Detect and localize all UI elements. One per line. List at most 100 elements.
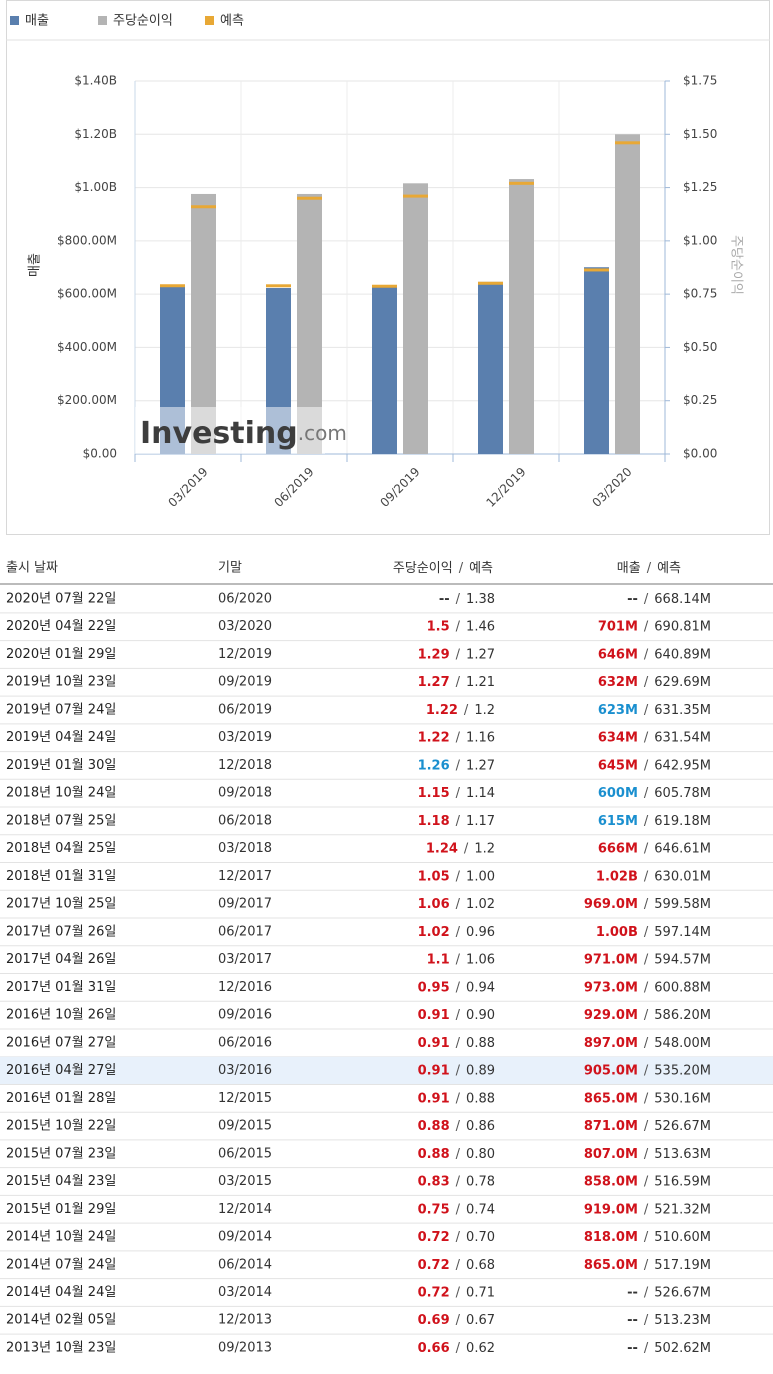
forecast-marker <box>584 268 609 272</box>
eps-cell-forecast: 0.90 <box>466 1008 495 1023</box>
period-cell: 06/2016 <box>218 1035 272 1050</box>
date-cell: 2015년 10월 22일 <box>6 1119 116 1134</box>
header-cell-actual: 주당순이익 <box>393 561 453 576</box>
revenue-cell: 865.0M / 530.16M <box>584 1091 711 1106</box>
revenue-cell-actual: 623M <box>598 702 638 717</box>
period-cell: 03/2016 <box>218 1063 272 1078</box>
revenue-cell-forecast: 597.14M <box>654 924 711 939</box>
eps-cell-forecast: 0.70 <box>466 1230 495 1245</box>
eps-cell-forecast: 0.80 <box>466 1146 495 1161</box>
revenue-cell-actual: 615M <box>598 813 638 828</box>
revenue-cell-forecast: 513.63M <box>654 1146 711 1161</box>
separator: / <box>456 1257 461 1272</box>
separator: / <box>644 1285 649 1300</box>
separator: / <box>644 730 649 745</box>
period-cell: 09/2019 <box>218 675 272 690</box>
period-cell: 12/2015 <box>218 1091 272 1106</box>
revenue-cell-forecast: 510.60M <box>654 1230 711 1245</box>
revenue-cell-actual: 865.0M <box>584 1091 638 1106</box>
separator: / <box>456 1146 461 1161</box>
eps-cell-actual: 0.83 <box>418 1174 450 1189</box>
eps-cell: 1.1 / 1.06 <box>427 952 495 967</box>
y-tick-label: $1.20B <box>74 127 117 141</box>
y-tick-label: $1.00B <box>74 180 117 194</box>
eps-cell: 0.75 / 0.74 <box>418 1202 495 1217</box>
separator: / <box>456 1230 461 1245</box>
y-tick-label: $0.00 <box>83 447 117 461</box>
header-cell: 기말 <box>218 561 242 576</box>
eps-cell: 1.26 / 1.27 <box>418 758 495 773</box>
y-tick-label: $600.00M <box>57 287 117 301</box>
separator: / <box>644 980 649 995</box>
revenue-cell: 897.0M / 548.00M <box>584 1035 711 1050</box>
eps-cell: 0.88 / 0.80 <box>418 1146 495 1161</box>
forecast-marker <box>615 141 640 145</box>
bar <box>615 134 640 455</box>
eps-cell-actual: 1.24 <box>426 841 458 856</box>
separator: / <box>456 758 461 773</box>
separator: / <box>644 924 649 939</box>
date-cell: 2020년 07월 22일 <box>6 592 116 607</box>
bar <box>509 179 534 454</box>
date-cell: 2018년 04월 25일 <box>6 841 116 856</box>
revenue-cell-forecast: 640.89M <box>654 647 711 662</box>
eps-cell-actual: 0.72 <box>418 1285 450 1300</box>
eps-cell: 0.91 / 0.90 <box>418 1008 495 1023</box>
forecast-marker <box>509 181 534 185</box>
date-cell: 2020년 01월 29일 <box>6 647 116 662</box>
separator: / <box>644 869 649 884</box>
revenue-cell: 634M / 631.54M <box>598 730 711 745</box>
revenue-cell-actual: 818.0M <box>584 1230 638 1245</box>
separator: / <box>456 1202 461 1217</box>
eps-cell-actual: 0.91 <box>418 1008 450 1023</box>
revenue-cell-actual: 600M <box>598 786 638 801</box>
period-cell: 09/2014 <box>218 1230 272 1245</box>
eps-cell-forecast: 1.38 <box>466 592 495 607</box>
period-cell: 12/2014 <box>218 1202 272 1217</box>
eps-cell: 0.88 / 0.86 <box>418 1119 495 1134</box>
watermark-main: Investing <box>140 416 298 451</box>
period-cell: 03/2018 <box>218 841 272 856</box>
revenue-cell: -- / 668.14M <box>627 592 711 607</box>
y-tick-label: $1.40B <box>74 74 117 88</box>
revenue-cell: 971.0M / 594.57M <box>584 952 711 967</box>
revenue-cell: 1.00B / 597.14M <box>596 924 711 939</box>
period-cell: 09/2015 <box>218 1119 272 1134</box>
separator: / <box>456 952 461 967</box>
revenue-cell-forecast: 629.69M <box>654 675 711 690</box>
y-tick-label: $200.00M <box>57 393 117 407</box>
revenue-cell-actual: -- <box>627 1285 638 1300</box>
revenue-cell-forecast: 513.23M <box>654 1313 711 1328</box>
separator: / <box>644 1174 649 1189</box>
revenue-cell-actual: 969.0M <box>584 897 638 912</box>
revenue-cell: 666M / 646.61M <box>598 841 711 856</box>
forecast-marker <box>266 284 291 288</box>
revenue-cell-forecast: 631.35M <box>654 702 711 717</box>
separator: / <box>644 897 649 912</box>
legend-swatch <box>98 16 107 25</box>
revenue-cell-forecast: 630.01M <box>654 869 711 884</box>
y2-tick-label: $0.25 <box>683 393 717 407</box>
separator: / <box>644 702 649 717</box>
period-cell: 09/2013 <box>218 1340 272 1355</box>
separator: / <box>644 1340 649 1355</box>
date-cell: 2017년 04월 26일 <box>6 952 116 967</box>
bar <box>403 183 428 454</box>
date-cell: 2016년 07월 27일 <box>6 1035 116 1050</box>
bar <box>478 281 503 454</box>
separator: / <box>644 1119 649 1134</box>
revenue-cell: 623M / 631.35M <box>598 702 711 717</box>
revenue-cell-actual: 973.0M <box>584 980 638 995</box>
eps-cell-actual: 1.27 <box>418 675 450 690</box>
eps-cell-actual: 0.88 <box>418 1119 450 1134</box>
revenue-cell: -- / 526.67M <box>627 1285 711 1300</box>
y-tick-label: $400.00M <box>57 340 117 354</box>
watermark-veil <box>135 407 325 454</box>
y2-tick-label: $1.75 <box>683 74 717 88</box>
eps-cell-forecast: 0.88 <box>466 1091 495 1106</box>
period-cell: 12/2017 <box>218 869 272 884</box>
eps-cell-forecast: 1.27 <box>466 758 495 773</box>
separator: / <box>644 1202 649 1217</box>
revenue-cell: 818.0M / 510.60M <box>584 1230 711 1245</box>
eps-cell-actual: -- <box>439 592 450 607</box>
